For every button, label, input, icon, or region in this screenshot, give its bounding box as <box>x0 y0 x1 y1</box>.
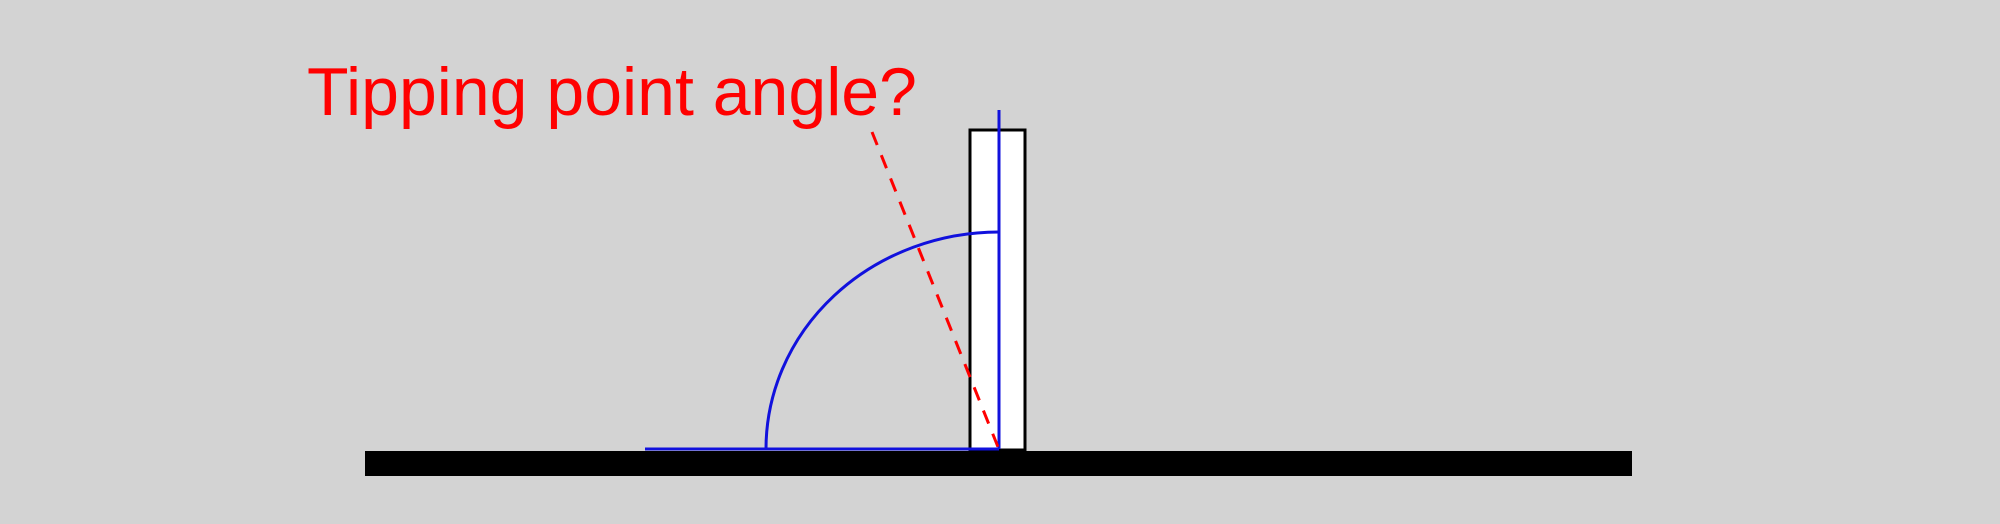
angle-arc <box>764 230 1000 450</box>
diagram-title: Tipping point angle? <box>307 54 917 130</box>
ground-bar <box>365 451 1632 476</box>
tipping-line <box>870 131 1000 448</box>
